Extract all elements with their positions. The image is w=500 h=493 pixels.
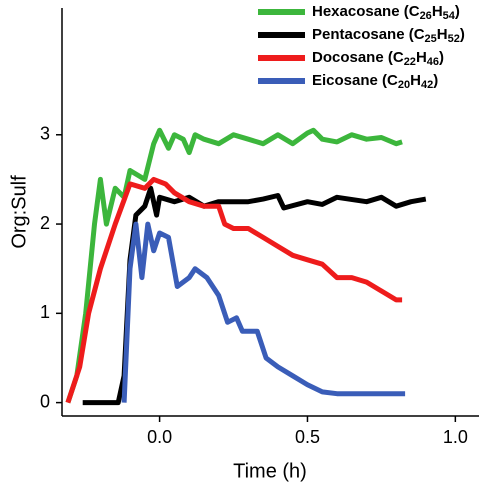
legend-label: Docosane (C22H46) <box>312 49 444 68</box>
y-tick-label: 2 <box>40 213 50 233</box>
data-line <box>65 127 403 404</box>
data-line <box>82 185 427 406</box>
y-tick-label: 0 <box>40 391 50 411</box>
x-axis-label: Time (h) <box>233 460 307 482</box>
legend-label: Pentacosane (C25H52) <box>312 26 465 45</box>
y-tick-label: 1 <box>40 302 50 322</box>
y-tick-label: 3 <box>40 124 50 144</box>
data-line <box>65 176 403 404</box>
data-line <box>121 221 406 403</box>
x-tick-label: 0.5 <box>295 427 320 447</box>
legend-label: Hexacosane (C26H54) <box>312 3 460 22</box>
y-axis-label: Org:Sulf <box>8 175 30 249</box>
x-tick-label: 0.0 <box>147 427 172 447</box>
legend-label: Eicosane (C20H42) <box>312 72 438 91</box>
x-tick-label: 1.0 <box>443 427 468 447</box>
